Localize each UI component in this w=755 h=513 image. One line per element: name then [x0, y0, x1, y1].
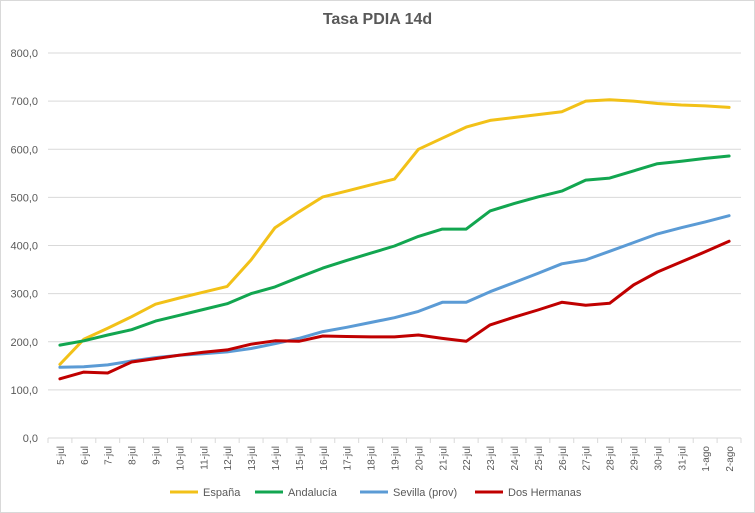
x-tick-label: 20-jul: [414, 446, 425, 470]
x-tick-label: 9-jul: [152, 446, 163, 465]
legend-label: España: [203, 487, 241, 499]
legend-label: Andalucía: [288, 487, 338, 499]
x-tick-label: 10-jul: [175, 446, 186, 470]
y-tick-label: 600,0: [10, 144, 38, 156]
x-tick-label: 24-jul: [510, 446, 521, 470]
y-tick-label: 500,0: [10, 192, 38, 204]
y-tick-label: 400,0: [10, 241, 38, 253]
x-tick-label: 31-jul: [677, 446, 688, 470]
x-tick-label: 2-ago: [725, 446, 736, 472]
x-tick-label: 14-jul: [271, 446, 282, 470]
legend-label: Dos Hermanas: [508, 487, 582, 499]
chart-title: Tasa PDIA 14d: [322, 11, 433, 28]
x-tick-label: 22-jul: [462, 446, 473, 470]
y-tick-label: 200,0: [10, 337, 38, 349]
y-tick-label: 800,0: [10, 48, 38, 60]
x-tick-label: 28-jul: [606, 446, 617, 470]
x-tick-label: 16-jul: [319, 446, 330, 470]
y-tick-label: 300,0: [10, 289, 38, 301]
x-tick-label: 5-jul: [56, 446, 67, 465]
x-tick-label: 1-ago: [701, 446, 712, 472]
x-tick-label: 27-jul: [582, 446, 593, 470]
x-tick-label: 17-jul: [343, 446, 354, 470]
series-line-3: [58, 214, 731, 369]
x-tick-label: 30-jul: [653, 446, 664, 470]
x-tick-label: 7-jul: [104, 446, 115, 465]
x-tick-label: 19-jul: [391, 446, 402, 470]
x-tick-label: 11-jul: [199, 446, 210, 470]
y-tick-label: 100,0: [10, 385, 38, 397]
x-tick-label: 18-jul: [367, 446, 378, 470]
series-line-2: [58, 154, 731, 347]
x-tick-label: 26-jul: [558, 446, 569, 470]
x-tick-label: 8-jul: [128, 446, 139, 465]
x-tick-label: 13-jul: [247, 446, 258, 470]
x-tick-label: 23-jul: [486, 446, 497, 470]
series-line-1: [58, 98, 731, 366]
x-tick-label: 21-jul: [438, 446, 449, 470]
y-tick-label: 700,0: [10, 96, 38, 108]
x-tick-label: 25-jul: [534, 446, 545, 470]
y-tick-label: 0,0: [23, 433, 38, 445]
x-tick-label: 15-jul: [295, 446, 306, 470]
x-tick-label: 12-jul: [223, 446, 234, 470]
legend-label: Sevilla (prov): [393, 487, 457, 499]
x-tick-label: 6-jul: [80, 446, 91, 465]
series-line-4: [58, 239, 731, 381]
x-tick-label: 29-jul: [629, 446, 640, 470]
